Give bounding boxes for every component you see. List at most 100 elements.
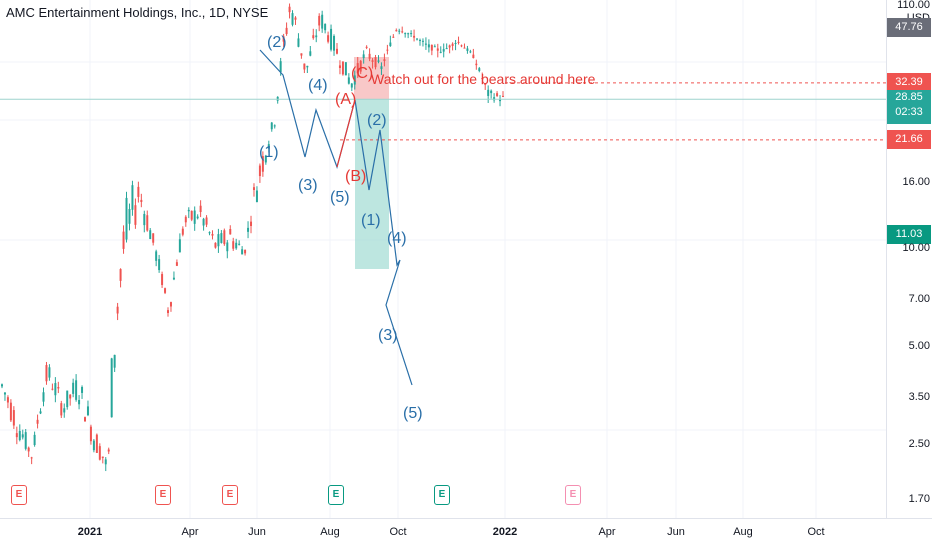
candle-body (152, 233, 155, 243)
candle-body (140, 199, 143, 203)
candle-body (57, 386, 60, 389)
candle-body (294, 17, 297, 20)
wave-label: (5) (403, 405, 423, 422)
candle-body (75, 380, 78, 400)
candle-body (6, 397, 9, 403)
price-tick: 7.00 (908, 292, 930, 305)
candle-body (122, 231, 125, 249)
price-badge-value: 28.85 (895, 91, 923, 104)
candle-body (202, 218, 205, 226)
price-tick: 5.00 (908, 340, 930, 353)
candle-body (18, 430, 21, 441)
candle-body (418, 39, 421, 41)
candle-body (279, 61, 282, 73)
candle-body (172, 277, 175, 280)
candle-body (472, 54, 475, 59)
candle-body (315, 35, 318, 38)
candle-body (36, 419, 39, 424)
candle-body (226, 242, 229, 252)
candle-body (312, 35, 315, 39)
candle-body (356, 63, 359, 74)
price-badge: 32.39 (887, 72, 931, 92)
candle-body (424, 43, 427, 45)
wave-labels: (2) (1) (4) (3) (5) (A) (B) (C) (2) (1) (4) (3) (5) W… (259, 34, 596, 422)
candle-body (413, 35, 416, 38)
candle-body (104, 459, 107, 465)
candle-body (98, 446, 101, 460)
candle-body (116, 306, 119, 314)
candle-body (318, 15, 321, 26)
candle-body (371, 60, 374, 62)
candle-body (309, 51, 312, 56)
candle-body (143, 213, 146, 226)
candle-body (12, 410, 15, 426)
earnings-marker[interactable]: E (155, 485, 171, 505)
candle-body (433, 46, 436, 48)
candle-body (244, 249, 247, 254)
candle-body (107, 449, 110, 452)
candle-body (199, 205, 202, 212)
price-badge-countdown: 02:33 (895, 106, 923, 119)
candle-body (469, 51, 472, 53)
candle-body (9, 402, 12, 421)
wave-label: (C) (351, 65, 373, 82)
candle-body (175, 262, 178, 266)
candle-body (69, 394, 72, 399)
wave-label: (3) (298, 177, 318, 194)
candle-body (478, 68, 481, 71)
price-badge: 21.66 (887, 129, 931, 149)
wave-label: (5) (330, 189, 350, 206)
candle-body (270, 122, 273, 130)
price-badge: 11.03 (887, 225, 931, 245)
candle-body (291, 13, 294, 25)
zone-target (355, 99, 389, 269)
candle-body (205, 217, 208, 225)
time-tick: 2022 (492, 526, 518, 538)
candle-body (235, 242, 238, 249)
candle-body (344, 62, 347, 76)
candle-body (264, 155, 267, 163)
candle-body (84, 417, 87, 422)
candle-body (161, 274, 164, 285)
candle-body (89, 426, 92, 442)
candle-body (27, 447, 30, 452)
earnings-marker[interactable]: E (434, 485, 450, 505)
candle-body (51, 388, 54, 390)
candle-body (490, 90, 493, 94)
candle-body (273, 125, 276, 127)
time-tick: 2021 (77, 526, 103, 538)
earnings-marker[interactable]: E (328, 485, 344, 505)
candle-body (45, 365, 48, 382)
price-tick: 110.00 (897, 0, 930, 11)
candle-body (439, 51, 442, 53)
candle-body (463, 47, 466, 49)
wave-label: (B) (345, 168, 366, 185)
candle-body (392, 36, 395, 38)
candle-body (416, 38, 419, 40)
price-tick: 3.50 (908, 390, 930, 403)
earnings-marker[interactable]: E (222, 485, 238, 505)
candle-body (368, 53, 371, 59)
candle-body (306, 65, 309, 68)
candle-body (404, 33, 407, 35)
candle-body (229, 229, 232, 235)
candle-body (48, 367, 51, 378)
candle-body (341, 61, 344, 75)
time-tick: Apr (598, 526, 616, 538)
price-tick: 1.70 (908, 492, 930, 505)
earnings-marker[interactable]: E (565, 485, 581, 505)
price-badge: 47.76 (887, 17, 931, 37)
candle-body (297, 38, 300, 47)
candle-body (365, 46, 368, 48)
earnings-marker[interactable]: E (11, 485, 27, 505)
candle-body (164, 288, 167, 293)
candle-body (211, 233, 214, 236)
candle-body (457, 41, 460, 43)
candle-body (395, 30, 398, 32)
candle-body (338, 65, 341, 68)
candle-body (155, 251, 158, 261)
candle-body (78, 400, 81, 405)
candle-body (333, 36, 336, 51)
